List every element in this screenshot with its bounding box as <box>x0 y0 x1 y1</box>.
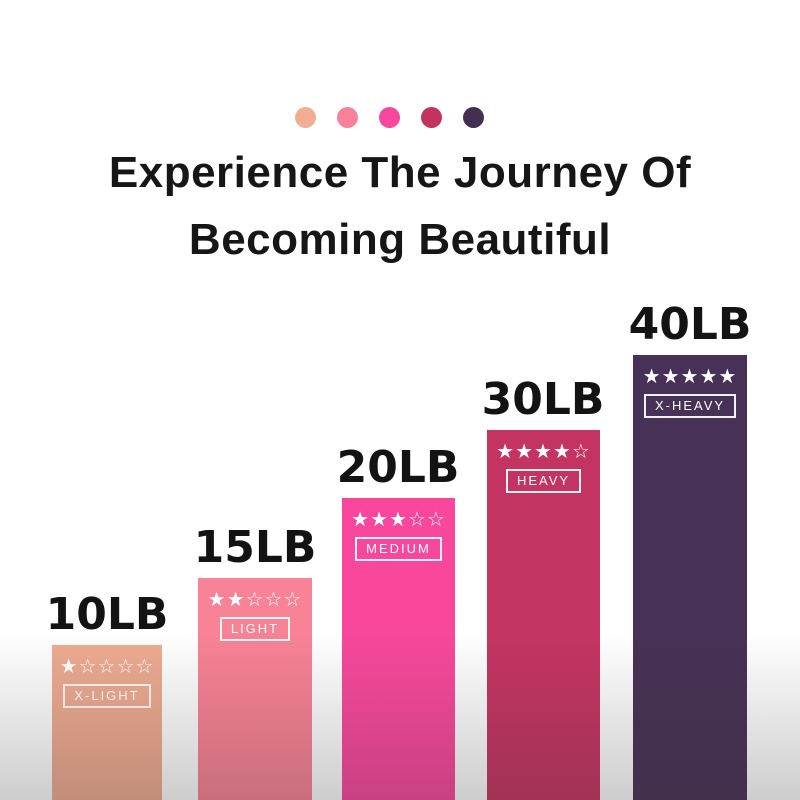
bar-weight-label-30lb: 30LB <box>481 374 605 425</box>
palette-dots <box>295 107 484 128</box>
x-heavy-color-dot-icon <box>463 107 484 128</box>
star-rating-icons: ★★☆☆☆ <box>207 587 303 611</box>
heavy-color-dot-icon <box>421 107 442 128</box>
star-rating-icons: ★☆☆☆☆ <box>59 654 155 678</box>
star-rating-icons: ★★★☆☆ <box>351 507 446 531</box>
level-badge: HEAVY <box>505 469 582 493</box>
page-title: Experience The Journey Of Becoming Beaut… <box>0 139 800 273</box>
x-light-color-dot-icon <box>295 107 316 128</box>
level-badge: MEDIUM <box>355 537 442 561</box>
bar-medium: ★★★☆☆ MEDIUM <box>342 498 455 800</box>
level-badge: X-HEAVY <box>643 394 737 418</box>
bar-x-light: ★☆☆☆☆ X-LIGHT <box>52 645 162 800</box>
star-rating-icons: ★★★★★ <box>642 364 738 388</box>
star-rating-icons: ★★★★☆ <box>496 439 591 463</box>
light-color-dot-icon <box>337 107 358 128</box>
bar-weight-label-40lb: 40LB <box>628 299 752 350</box>
page-title-line-2: Becoming Beautiful <box>188 215 612 264</box>
bar-heavy: ★★★★☆ HEAVY <box>487 430 600 800</box>
bar-weight-label-20lb: 20LB <box>336 442 460 493</box>
level-badge: X-LIGHT <box>63 684 151 708</box>
bar-x-heavy: ★★★★★ X-HEAVY <box>633 355 747 800</box>
page-title-line-1: Experience The Journey Of <box>108 148 692 197</box>
bar-weight-label-15lb: 15LB <box>193 522 317 573</box>
level-badge: LIGHT <box>219 617 291 641</box>
bar-weight-label-10lb: 10LB <box>45 589 169 640</box>
medium-color-dot-icon <box>379 107 400 128</box>
bar-light: ★★☆☆☆ LIGHT <box>198 578 312 800</box>
